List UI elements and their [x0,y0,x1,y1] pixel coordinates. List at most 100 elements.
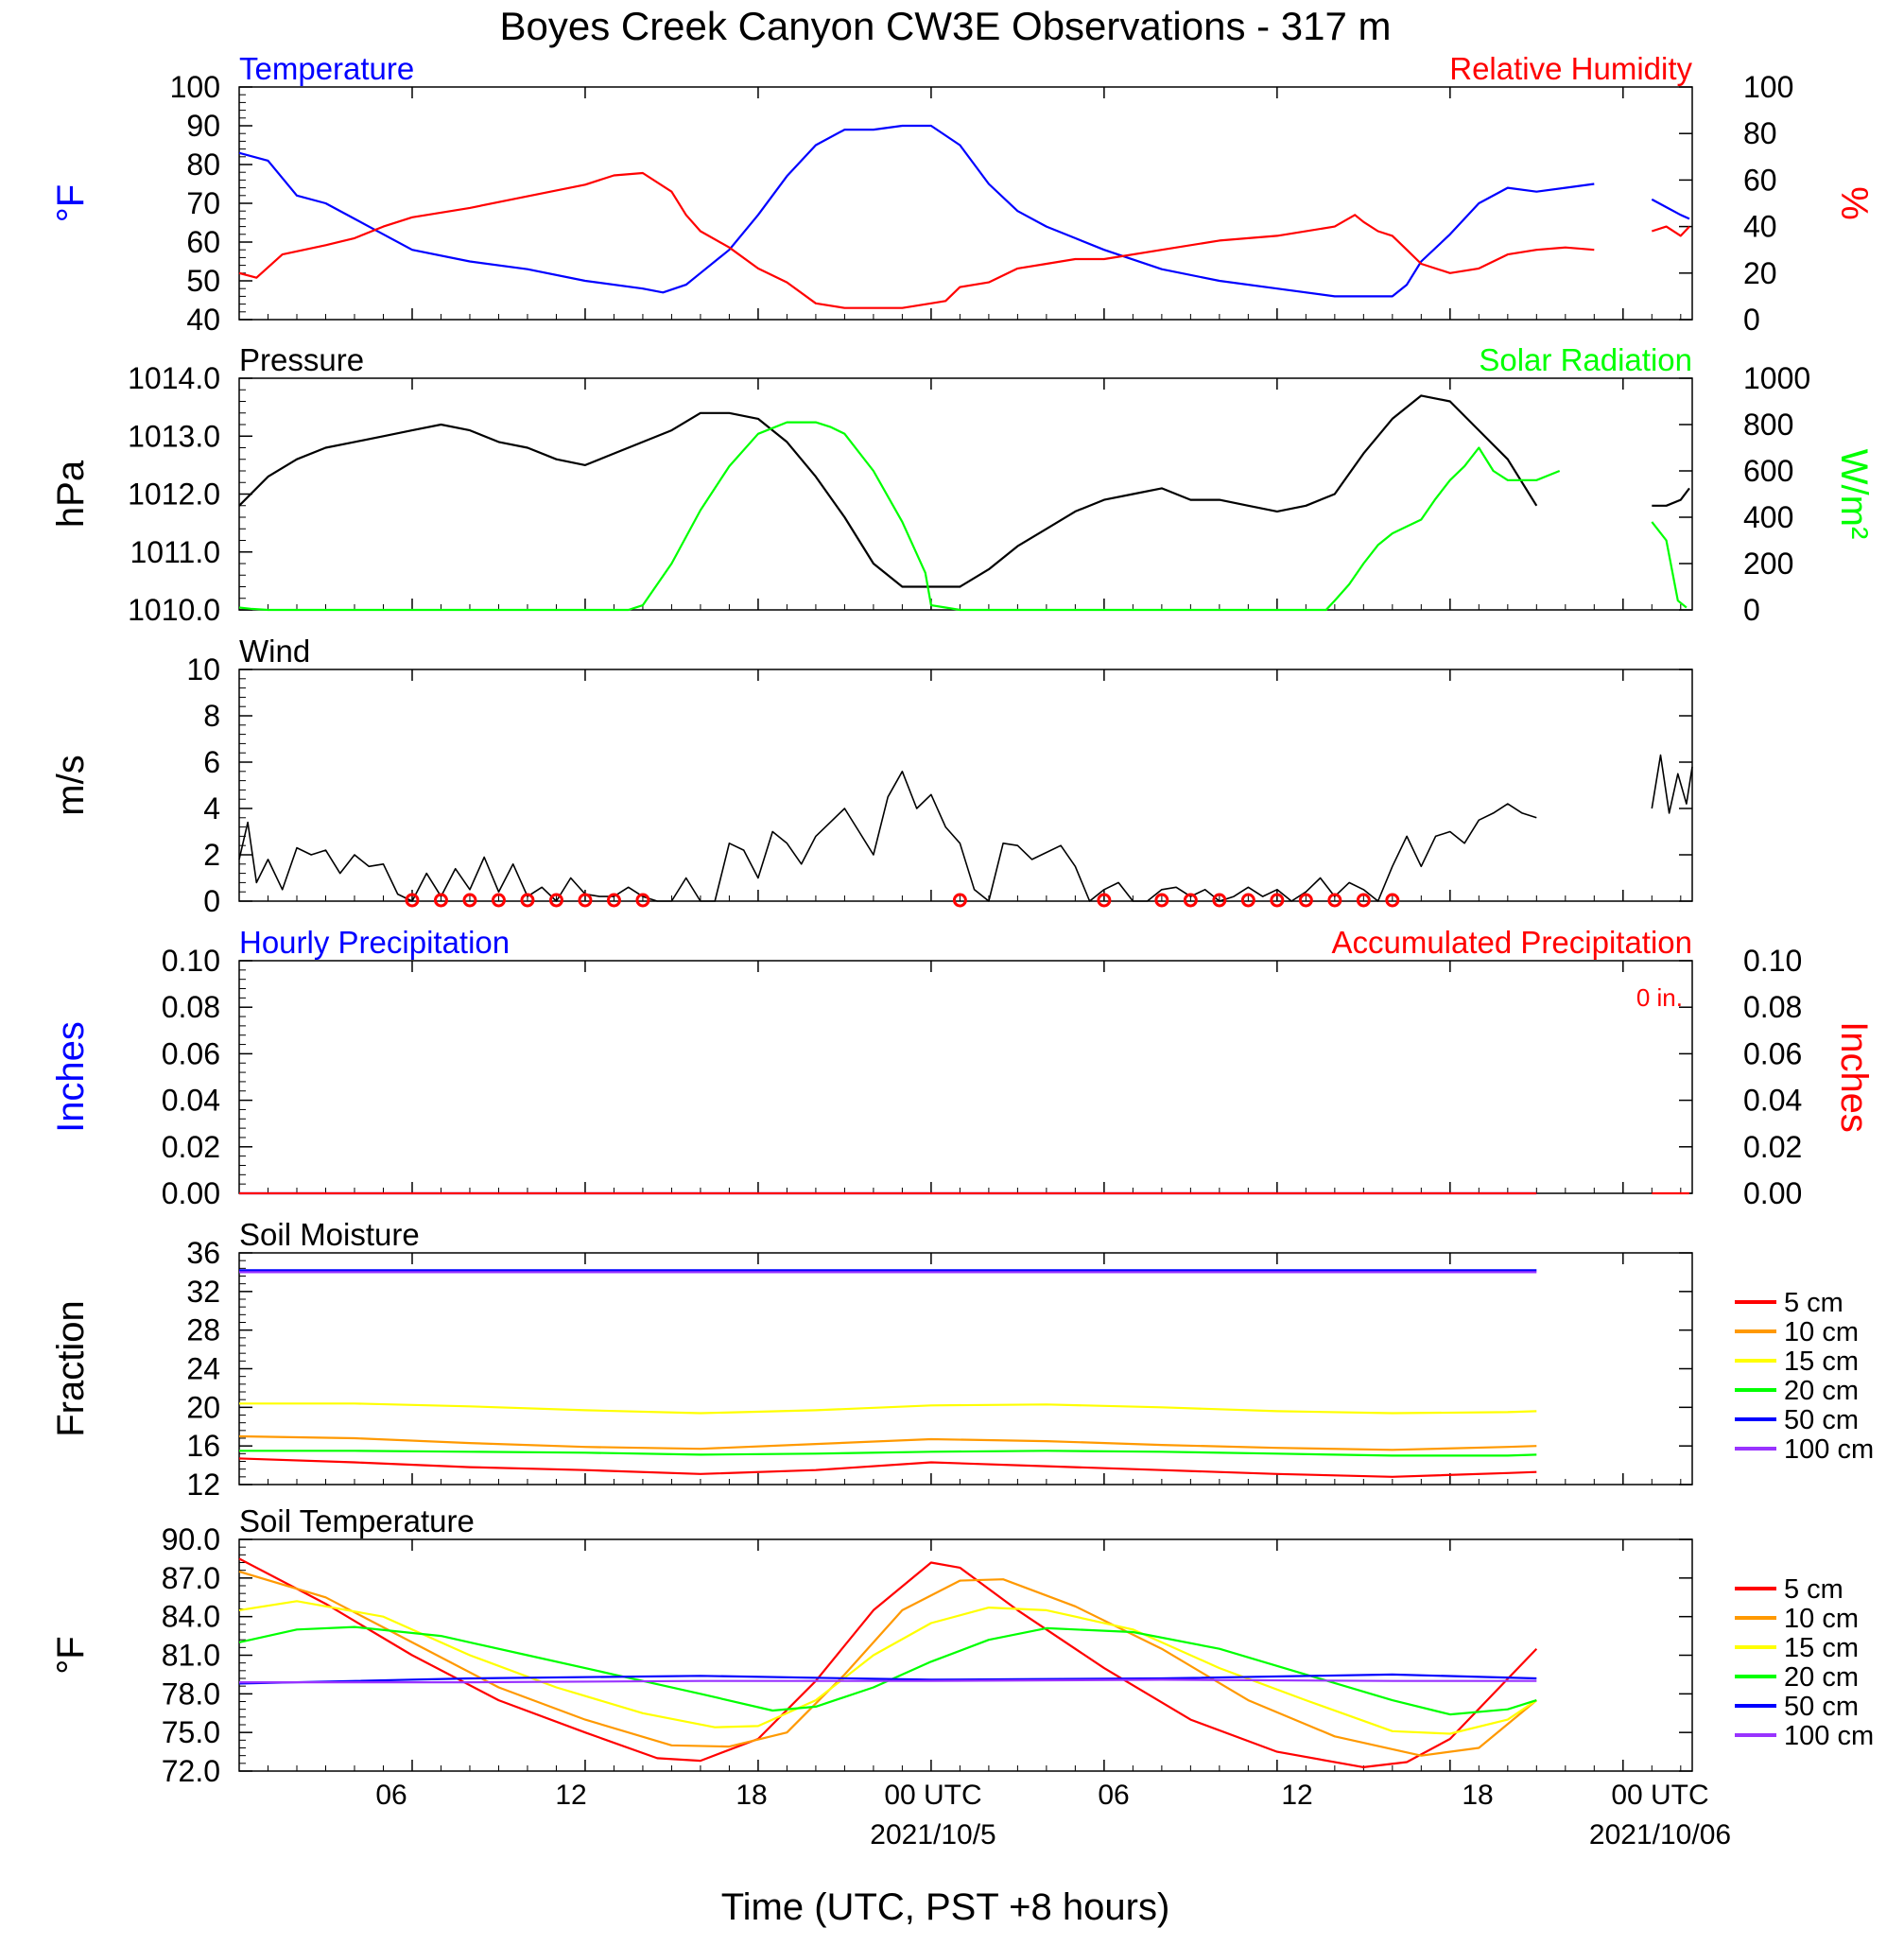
legend-label: 5 cm [1784,1574,1843,1605]
legend-label: 50 cm [1784,1692,1859,1722]
calm-wind-marker [1356,893,1371,908]
panel-title-left: Temperature [239,51,414,86]
x-tick-label-8: 00 UTC [1611,1780,1708,1811]
series-line-relative-humidity [1651,225,1690,237]
series-line-10-cm [238,1570,1538,1757]
y-right-tick-label: 0 [1743,303,1760,337]
x-axis-label: Time (UTC, PST +8 hours) [721,1886,1170,1928]
y-tick-label: 90.0 [162,1522,220,1556]
series-line-solar-radiation [1651,521,1688,609]
panel-temp_rh: 100 90 80 70 60 50 40 100 80 60 40 20 0 Temperature Re… [50,51,1875,337]
calm-wind-marker [1270,893,1285,908]
panel-title-left: Hourly Precipitation [239,925,510,960]
legend-label: 100 cm [1784,1434,1874,1465]
panel-title-right: Relative Humidity [1449,51,1692,86]
calm-wind-marker [491,893,506,908]
y-axis-label-left: m/s [50,755,92,815]
y-tick-label: 28 [186,1313,220,1347]
calm-wind-marker [1240,893,1255,908]
series-line-wind [1651,754,1693,814]
x-tick-label-7: 18 [1462,1780,1493,1811]
y-tick-label: 84.0 [162,1600,220,1634]
y-tick-label: 0.10 [162,944,220,978]
y-axis-label-left: Inches [50,1021,92,1133]
y-right-tick-label: 0.10 [1743,944,1802,978]
y-right-tick-label: 1000 [1743,361,1810,395]
y-tick-label: 1012.0 [128,478,220,512]
calm-wind-marker [433,893,448,908]
legend-label: 15 cm [1784,1347,1859,1377]
y-axis-label-right: W/m² [1833,449,1875,540]
series-line-5-cm [238,1457,1537,1478]
y-tick-label: 87.0 [162,1561,220,1595]
panel-precip: 0.10 0.08 0.06 0.04 0.02 0.00 0.10 0.08 0.06 0.04… [50,925,1875,1210]
y-tick-label: 1010.0 [128,593,220,627]
y-right-tick-label: 0.06 [1743,1036,1802,1070]
y-tick-label: 80 [186,148,220,182]
y-tick-label: 90 [186,109,220,143]
y-right-tick-label: 600 [1743,454,1793,488]
y-right-tick-label: 40 [1743,210,1777,244]
y-right-tick-label: 60 [1743,163,1777,197]
y-right-tick-label: 100 [1743,70,1793,104]
x-axis: 06 12 18 00 UTC 06 12 18 00 UTC 2021/10/… [375,1780,1731,1928]
y-axis-label-left: °F [50,184,92,222]
y-tick-label: 40 [186,303,220,337]
series-line-wind [238,770,1537,902]
calm-wind-marker [462,893,477,908]
calm-wind-marker [1385,893,1400,908]
date-label-2: 2021/10/06 [1589,1819,1731,1850]
y-tick-label: 2 [203,838,220,872]
series-line-100-cm [239,1678,1537,1684]
x-tick-label-2: 12 [555,1780,586,1811]
y-tick-label: 75.0 [162,1715,220,1749]
date-label-1: 2021/10/5 [870,1819,995,1850]
y-tick-label: 6 [203,745,220,779]
y-tick-label: 0.04 [162,1084,220,1118]
y-tick-label: 70 [186,186,220,220]
y-tick-label: 81.0 [162,1639,220,1673]
y-tick-label: 1011.0 [130,535,221,569]
y-tick-label: 0.06 [162,1036,220,1070]
y-axis-label-left: Fraction [50,1300,92,1437]
y-axis-label-right: % [1833,186,1875,220]
plot-frame [238,1252,1693,1486]
panel-wind: 10 8 6 4 2 0 Wind m/s [50,634,1693,918]
series-line-20-cm [239,1450,1537,1457]
y-tick-label: 50 [186,264,220,298]
y-right-tick-label: 0.00 [1743,1176,1802,1210]
legend-label: 50 cm [1784,1405,1859,1435]
calm-wind-marker [1212,893,1227,908]
panel-annotation: 0 in. [1636,983,1683,1012]
series-line-20-cm [238,1625,1537,1716]
y-right-tick-label: 0.08 [1743,990,1802,1024]
y-tick-label: 60 [186,225,220,259]
legend-label: 10 cm [1784,1604,1859,1634]
y-right-tick-label: 400 [1743,500,1793,534]
y-tick-label: 20 [186,1390,220,1424]
y-right-tick-label: 0.04 [1743,1084,1802,1118]
series-line-15-cm [239,1402,1537,1415]
calm-wind-marker [952,893,967,908]
y-tick-label: 24 [186,1352,220,1386]
calm-wind-marker [578,893,593,908]
panel-title-left: Soil Temperature [239,1503,475,1538]
calm-wind-marker [1183,893,1198,908]
series-line-15-cm [238,1600,1537,1735]
y-tick-label: 12 [186,1468,220,1502]
y-axis-label-left: °F [50,1636,92,1674]
y-tick-label: 0 [203,884,220,918]
series-line-relative-humidity [238,171,1595,309]
y-tick-label: 1014.0 [128,361,220,395]
series-line-5-cm [238,1557,1538,1769]
y-right-tick-label: 200 [1743,547,1793,581]
x-tick-label-4: 00 UTC [884,1780,981,1811]
calm-wind-marker [635,893,650,908]
calm-wind-marker [1327,893,1342,908]
y-tick-label: 4 [203,791,220,825]
y-tick-label: 100 [170,70,220,104]
y-right-tick-label: 0.02 [1743,1130,1802,1164]
legend-label: 20 cm [1784,1376,1859,1406]
x-tick-label-1: 06 [375,1780,407,1811]
